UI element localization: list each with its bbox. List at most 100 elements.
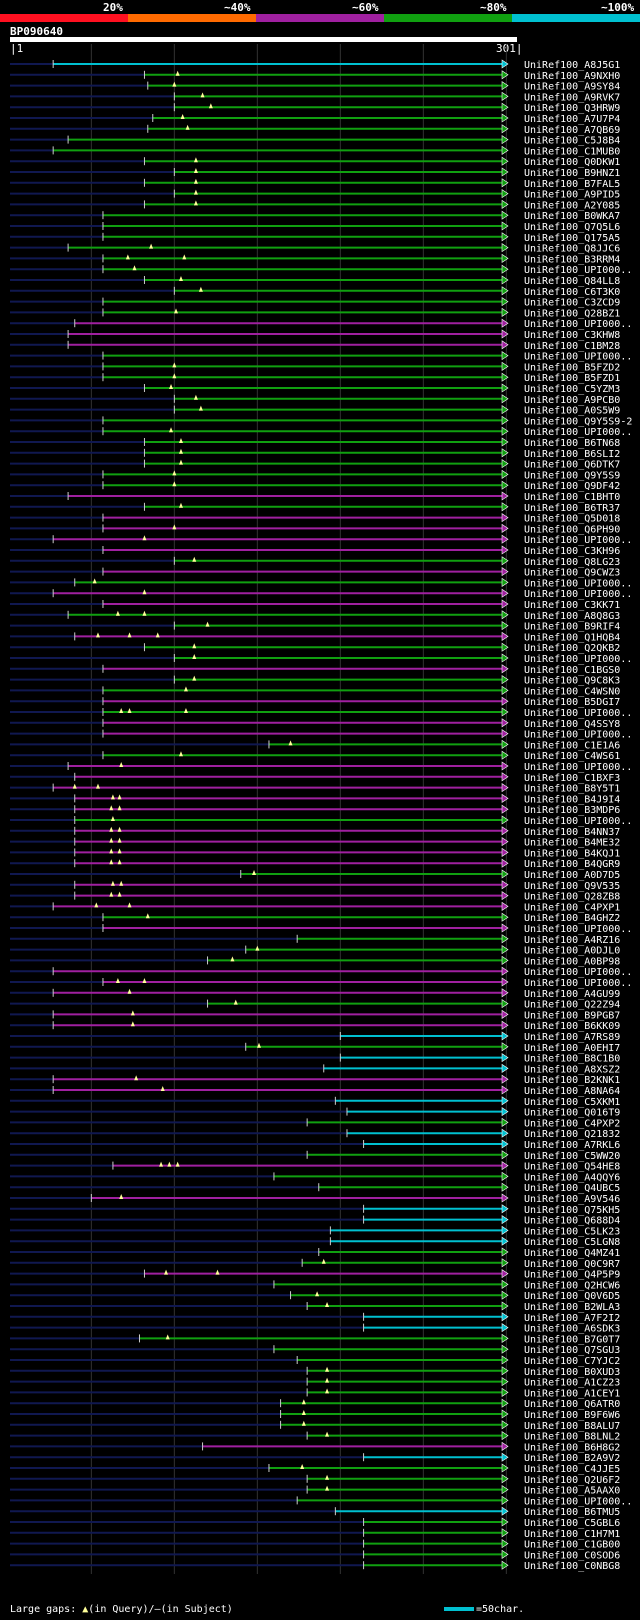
hit-label[interactable]: UniRef100_A0EHI7 [524, 1043, 620, 1054]
hit-label[interactable]: UniRef100_B2A9V2 [524, 1453, 620, 1464]
hit-label[interactable]: UniRef100_C1BHT0 [524, 492, 620, 503]
hit-label[interactable]: UniRef100_Q2QKB2 [524, 643, 620, 654]
hit-label[interactable]: UniRef100_C3ZCD9 [524, 298, 620, 309]
hit-row[interactable]: UniRef100_A0S5W9 [10, 405, 620, 417]
hit-row[interactable]: UniRef100_C3KK71 [10, 599, 620, 611]
hit-label[interactable]: UniRef100_Q6DTK7 [524, 460, 620, 471]
hit-row[interactable]: UniRef100_A7RS89 [10, 1031, 620, 1043]
hit-row[interactable]: UniRef100_B4QGR9 [10, 858, 620, 870]
hit-row[interactable]: UniRef100_B2A9V2 [10, 1452, 620, 1464]
hit-label[interactable]: UniRef100_B9RIF4 [524, 622, 620, 633]
hit-label[interactable]: UniRef100_Q4MZ41 [524, 1248, 620, 1259]
hit-label[interactable]: UniRef100_C4PXP1 [524, 902, 620, 913]
hit-row[interactable]: UniRef100_A0DJL0 [10, 945, 620, 957]
hit-row[interactable]: UniRef100_B9PGB7 [10, 1009, 620, 1021]
hit-label[interactable]: UniRef100_Q4P5P9 [524, 1270, 620, 1281]
hit-row[interactable]: UniRef100_A8J5G1 [10, 59, 620, 71]
hit-row[interactable]: UniRef100_B4GHZ2 [10, 912, 620, 924]
hit-row[interactable]: UniRef100_UPI000.. [10, 977, 632, 989]
hit-row[interactable]: UniRef100_B8LNL2 [10, 1431, 620, 1443]
hit-label[interactable]: UniRef100_Q175A5 [524, 233, 620, 244]
hit-row[interactable]: UniRef100_UPI000.. [10, 264, 632, 276]
hit-row[interactable]: UniRef100_Q9V535 [10, 880, 620, 892]
hit-row[interactable]: UniRef100_Q6PH90 [10, 523, 620, 535]
hit-row[interactable]: UniRef100_A0EHI7 [10, 1042, 620, 1054]
hit-label[interactable]: UniRef100_B4KQJ1 [524, 848, 620, 859]
hit-row[interactable]: UniRef100_A9NXH0 [10, 70, 620, 82]
hit-row[interactable]: UniRef100_C1BXF3 [10, 772, 620, 784]
hit-label[interactable]: UniRef100_A5AAX0 [524, 1486, 620, 1497]
hit-label[interactable]: UniRef100_C4WS61 [524, 751, 620, 762]
hit-row[interactable]: UniRef100_A0BP98 [10, 955, 620, 967]
hit-label[interactable]: UniRef100_A4QQY6 [524, 1172, 620, 1183]
hit-row[interactable]: UniRef100_Q4P5P9 [10, 1269, 620, 1281]
hit-row[interactable]: UniRef100_UPI000.. [10, 815, 632, 827]
hit-row[interactable]: UniRef100_A9SY84 [10, 81, 620, 93]
hit-label[interactable]: UniRef100_B5FZD2 [524, 362, 620, 373]
hit-label[interactable]: UniRef100_UPI000.. [524, 427, 632, 438]
hit-row[interactable]: UniRef100_Q22Z94 [10, 999, 620, 1011]
hit-label[interactable]: UniRef100_A2Y085 [524, 200, 620, 211]
hit-row[interactable]: UniRef100_C5GBL6 [10, 1517, 620, 1529]
hit-label[interactable]: UniRef100_Q9Y5S9 [524, 470, 620, 481]
hit-row[interactable]: UniRef100_B4NN37 [10, 826, 620, 838]
hit-row[interactable]: UniRef100_A2Y085 [10, 199, 620, 211]
hit-label[interactable]: UniRef100_UPI000.. [524, 708, 632, 719]
hit-label[interactable]: UniRef100_B8LNL2 [524, 1432, 620, 1443]
hit-row[interactable]: UniRef100_A7QB69 [10, 124, 620, 136]
hit-row[interactable]: UniRef100_Q1HQB4 [10, 631, 620, 643]
hit-row[interactable]: UniRef100_C4PXP2 [10, 1117, 620, 1129]
hit-label[interactable]: UniRef100_B0WKA7 [524, 211, 620, 222]
hit-row[interactable]: UniRef100_Q9Y5S9-2 [10, 415, 632, 427]
hit-label[interactable]: UniRef100_B0XUD3 [524, 1367, 620, 1378]
hit-label[interactable]: UniRef100_A1CZ23 [524, 1378, 620, 1389]
hit-label[interactable]: UniRef100_Q0V6D5 [524, 1291, 620, 1302]
hit-label[interactable]: UniRef100_A8XSZ2 [524, 1064, 620, 1075]
hit-label[interactable]: UniRef100_Q2HCW6 [524, 1280, 620, 1291]
hit-row[interactable]: UniRef100_A8NA64 [10, 1085, 620, 1097]
hit-label[interactable]: UniRef100_B9HNZ1 [524, 168, 620, 179]
hit-label[interactable]: UniRef100_C1BXF3 [524, 773, 620, 784]
hit-row[interactable]: UniRef100_A8Q8G3 [10, 610, 620, 622]
hit-label[interactable]: UniRef100_Q016T9 [524, 1108, 620, 1119]
hit-label[interactable]: UniRef100_A7F2I2 [524, 1313, 620, 1324]
hit-row[interactable]: UniRef100_Q9CWZ3 [10, 567, 620, 579]
hit-row[interactable]: UniRef100_A9V546 [10, 1193, 620, 1205]
hit-label[interactable]: UniRef100_A9RVK7 [524, 92, 620, 103]
hit-row[interactable]: UniRef100_C5LK23 [10, 1225, 620, 1237]
hit-row[interactable]: UniRef100_C3KH96 [10, 545, 620, 557]
hit-row[interactable]: UniRef100_Q8JJC6 [10, 243, 620, 255]
hit-row[interactable]: UniRef100_B6SLI2 [10, 448, 620, 460]
hit-label[interactable]: UniRef100_A0DJL0 [524, 946, 620, 957]
hit-label[interactable]: UniRef100_B6TR37 [524, 503, 620, 514]
hit-row[interactable]: UniRef100_C1BGS0 [10, 664, 620, 676]
hit-label[interactable]: UniRef100_B5FZD1 [524, 373, 620, 384]
hit-label[interactable]: UniRef100_Q28BZ1 [524, 308, 620, 319]
hit-row[interactable]: UniRef100_Q016T9 [10, 1107, 620, 1119]
hit-row[interactable]: UniRef100_B6TR37 [10, 502, 620, 514]
hit-row[interactable]: UniRef100_Q0DKW1 [10, 156, 620, 168]
hit-row[interactable]: UniRef100_Q4UBC5 [10, 1182, 620, 1194]
hit-row[interactable]: UniRef100_A9PCB0 [10, 394, 620, 406]
hit-row[interactable]: UniRef100_A7RKL6 [10, 1139, 620, 1151]
hit-label[interactable]: UniRef100_Q4SSY8 [524, 719, 620, 730]
hit-row[interactable]: UniRef100_Q4MZ41 [10, 1247, 620, 1259]
hit-label[interactable]: UniRef100_UPI000.. [524, 578, 632, 589]
hit-row[interactable]: UniRef100_B3RRM4 [10, 253, 620, 265]
hit-label[interactable]: UniRef100_Q8LG23 [524, 557, 620, 568]
hit-row[interactable]: UniRef100_UPI000.. [10, 761, 632, 773]
hit-label[interactable]: UniRef100_B4ME32 [524, 838, 620, 849]
hit-label[interactable]: UniRef100_C5YZM3 [524, 384, 620, 395]
hit-row[interactable]: UniRef100_B8Y5T1 [10, 783, 620, 795]
hit-row[interactable]: UniRef100_A9RVK7 [10, 91, 620, 103]
hit-label[interactable]: UniRef100_Q2U6F2 [524, 1475, 620, 1486]
hit-row[interactable]: UniRef100_UPI000.. [10, 426, 632, 438]
hit-row[interactable]: UniRef100_Q688D4 [10, 1215, 620, 1227]
hit-label[interactable]: UniRef100_C5GBL6 [524, 1518, 620, 1529]
hit-label[interactable]: UniRef100_C4PXP2 [524, 1118, 620, 1129]
hit-row[interactable]: UniRef100_B0XUD3 [10, 1366, 620, 1378]
hit-row[interactable]: UniRef100_B4KQJ1 [10, 847, 620, 859]
hit-row[interactable]: UniRef100_B0WKA7 [10, 210, 620, 222]
hit-label[interactable]: UniRef100_B8Y5T1 [524, 784, 620, 795]
hit-row[interactable]: UniRef100_B9HNZ1 [10, 167, 620, 179]
